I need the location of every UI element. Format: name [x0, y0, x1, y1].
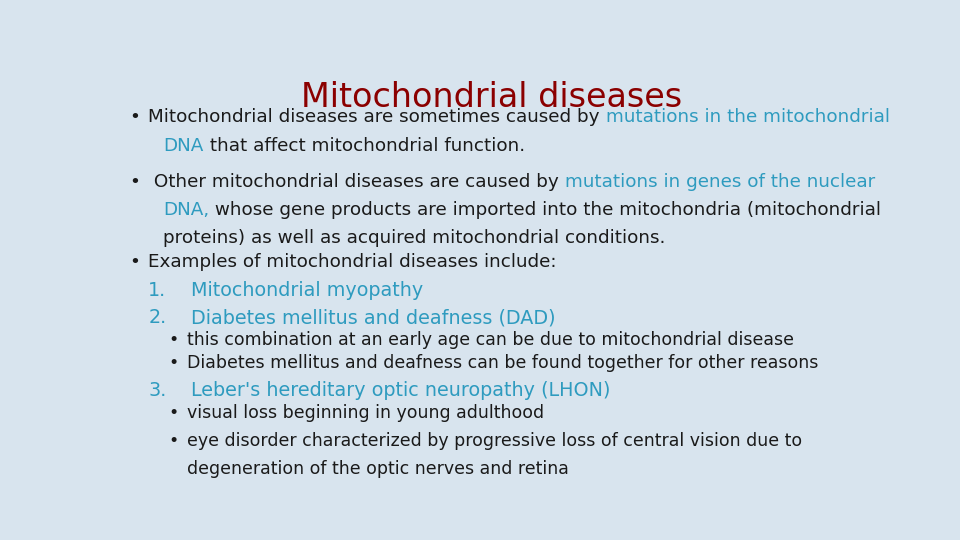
- Text: this combination at an early age can be due to mitochondrial disease: this combination at an early age can be …: [187, 331, 794, 349]
- Text: whose gene products are imported into the mitochondria (mitochondrial: whose gene products are imported into th…: [209, 201, 881, 219]
- Text: 3.: 3.: [148, 381, 167, 400]
- Text: Mitochondrial diseases: Mitochondrial diseases: [301, 82, 683, 114]
- Text: •: •: [168, 354, 179, 372]
- Text: Other mitochondrial diseases are caused by: Other mitochondrial diseases are caused …: [148, 173, 564, 191]
- Text: Mitochondrial diseases are sometimes caused by: Mitochondrial diseases are sometimes cau…: [148, 109, 606, 126]
- Text: Diabetes mellitus and deafness can be found together for other reasons: Diabetes mellitus and deafness can be fo…: [187, 354, 818, 372]
- Text: •: •: [168, 404, 179, 422]
- Text: •: •: [168, 431, 179, 449]
- Text: that affect mitochondrial function.: that affect mitochondrial function.: [204, 137, 525, 155]
- Text: •: •: [129, 109, 140, 126]
- Text: visual loss beginning in young adulthood: visual loss beginning in young adulthood: [187, 404, 544, 422]
- Text: Mitochondrial myopathy: Mitochondrial myopathy: [191, 281, 423, 300]
- Text: 2.: 2.: [148, 308, 166, 327]
- Text: •: •: [168, 331, 179, 349]
- Text: Diabetes mellitus and deafness (DAD): Diabetes mellitus and deafness (DAD): [191, 308, 555, 327]
- Text: mutations in the mitochondrial: mutations in the mitochondrial: [606, 109, 890, 126]
- Text: degeneration of the optic nerves and retina: degeneration of the optic nerves and ret…: [187, 460, 569, 478]
- Text: DNA: DNA: [163, 137, 204, 155]
- Text: Examples of mitochondrial diseases include:: Examples of mitochondrial diseases inclu…: [148, 253, 557, 271]
- Text: mutations in genes of the nuclear: mutations in genes of the nuclear: [564, 173, 876, 191]
- Text: eye disorder characterized by progressive loss of central vision due to: eye disorder characterized by progressiv…: [187, 431, 803, 449]
- Text: •: •: [129, 253, 140, 271]
- Text: •: •: [129, 173, 140, 191]
- Text: 1.: 1.: [148, 281, 166, 300]
- Text: proteins) as well as acquired mitochondrial conditions.: proteins) as well as acquired mitochondr…: [163, 230, 665, 247]
- Text: Leber's hereditary optic neuropathy (LHON): Leber's hereditary optic neuropathy (LHO…: [191, 381, 611, 400]
- Text: DNA,: DNA,: [163, 201, 209, 219]
